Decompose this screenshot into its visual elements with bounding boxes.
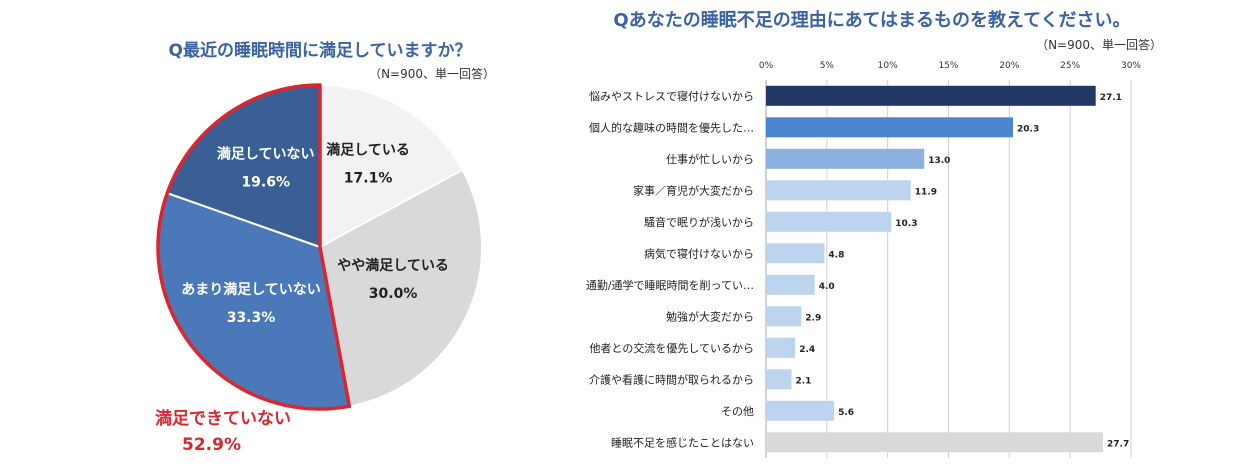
bar-chart: 0% 5% 10% 15% 20% 25% 30% 悩みやストレスで寝付けないから 27.1 個人… xyxy=(586,61,1141,458)
bar xyxy=(766,117,1013,138)
pie-slice-value: 19.6% xyxy=(241,174,290,190)
bar-value-label: 2.9 xyxy=(805,313,821,323)
bar xyxy=(766,85,1096,106)
pie-slice xyxy=(318,168,483,408)
pie-slice-value: 30.0% xyxy=(369,286,418,302)
pie-slice xyxy=(319,83,464,249)
bar-value-label: 27.1 xyxy=(1100,93,1122,103)
bar xyxy=(766,337,796,358)
bar-value-label: 10.3 xyxy=(895,219,917,229)
bar-value-label: 4.0 xyxy=(819,282,835,292)
category-label: 悩みやストレスで寝付けないから xyxy=(589,89,754,103)
bar xyxy=(766,400,835,421)
x-tick-label: 0% xyxy=(759,61,774,71)
x-tick-label: 25% xyxy=(1060,61,1080,71)
category-label: 家事／育児が大変だから xyxy=(633,183,754,197)
bar xyxy=(766,243,825,264)
bar-value-label: 13.0 xyxy=(928,156,950,166)
category-label: 騒音で眠りが浅いから xyxy=(644,215,754,229)
pie-slice-label: あまり満足していない xyxy=(181,281,321,298)
pie-highlight-value: 52.9% xyxy=(182,435,241,455)
bar-value-label: 11.9 xyxy=(915,187,937,197)
bar xyxy=(766,306,802,327)
category-label: 睡眠不足を感じたことはない xyxy=(611,436,754,449)
category-label: 病気で寝付けないから xyxy=(644,246,754,260)
category-label: 仕事が忙しいから xyxy=(666,152,754,166)
pie-slice-value: 33.3% xyxy=(227,310,276,326)
x-tick-label: 5% xyxy=(820,61,835,71)
category-label: 個人的な趣味の時間を優先した… xyxy=(589,120,754,134)
category-label: 通勤/通学で睡眠時間を削ってい… xyxy=(586,278,754,292)
bar-value-label: 27.7 xyxy=(1107,439,1129,449)
x-tick-label: 15% xyxy=(938,61,958,71)
bar xyxy=(766,274,815,295)
bar-chart-note: （N=900、単一回答） xyxy=(1036,37,1162,52)
bar xyxy=(766,432,1103,453)
x-tick-label: 30% xyxy=(1121,61,1141,71)
category-label: 他者との交流を優先しているから xyxy=(589,341,754,355)
pie-slice-label: やや満足している xyxy=(337,257,449,274)
bar xyxy=(766,180,911,201)
category-label: 勉強が大変だから xyxy=(666,309,754,323)
pie-highlight-outline xyxy=(156,83,352,411)
pie-chart-title: Q最近の睡眠時間に満足していますか？ xyxy=(169,40,472,61)
pie-slice-value: 17.1% xyxy=(344,170,393,186)
category-label: その他 xyxy=(721,405,754,418)
bar-value-label: 20.3 xyxy=(1017,124,1039,134)
pie-slice-label: 満足していない xyxy=(217,145,315,162)
bar-value-label: 4.8 xyxy=(828,250,844,260)
pie-chart-note: （N=900、単一回答） xyxy=(369,66,495,81)
bar-value-label: 2.4 xyxy=(799,345,815,355)
pie-chart: 満足している 17.1% やや満足している 30.0% あまり満足していない 33.3% 満… xyxy=(156,83,483,411)
x-tick-label: 20% xyxy=(999,61,1019,71)
bar-value-label: 2.1 xyxy=(796,376,812,386)
bar xyxy=(766,369,792,390)
pie-slice-label: 満足している xyxy=(326,141,410,158)
pie-highlight-label: 満足できていない xyxy=(155,408,291,429)
category-label: 介護や看護に時間が取られるから xyxy=(589,372,754,386)
x-tick-label: 10% xyxy=(878,61,898,71)
bar-chart-title: Qあなたの睡眠不足の理由にあてはまるものを教えてください。 xyxy=(613,9,1130,31)
bar xyxy=(766,148,925,169)
bar-value-label: 5.6 xyxy=(838,408,854,418)
bar xyxy=(766,211,892,232)
